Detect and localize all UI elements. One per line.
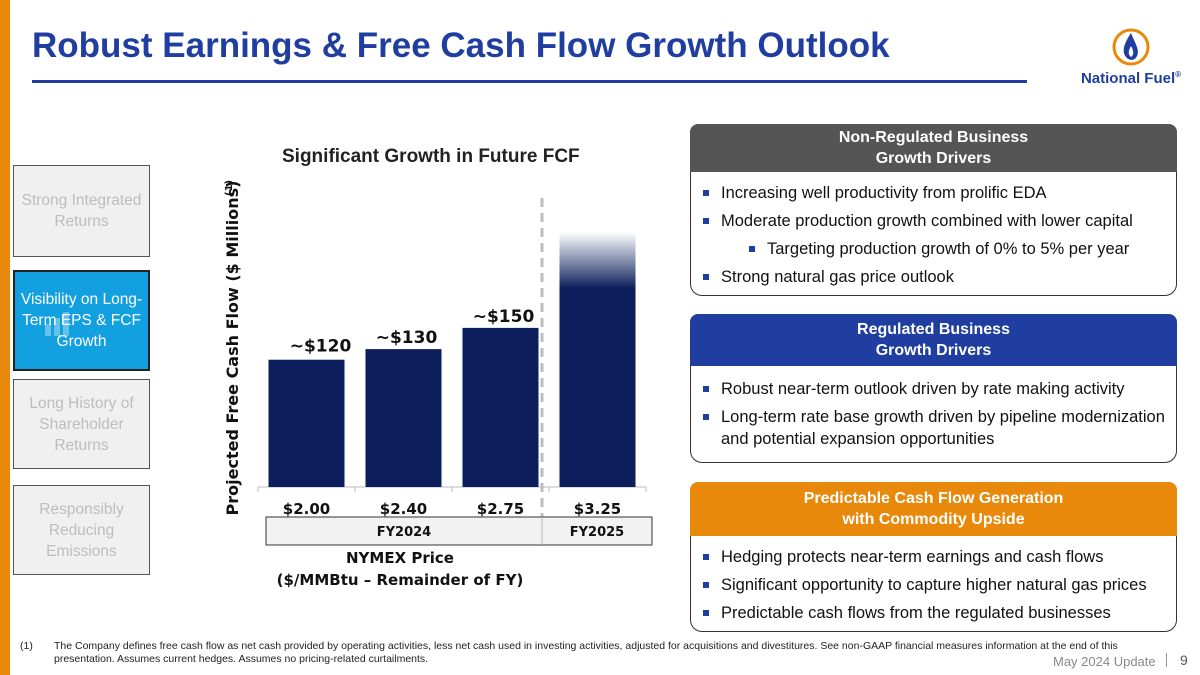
nav-label: Strong Integrated Returns (21, 192, 142, 230)
non-regulated-panel: Non-Regulated Business Growth Drivers In… (690, 124, 1177, 296)
page-number: 9 (1180, 652, 1188, 668)
x-tick-label: $2.00 (283, 500, 330, 518)
panel-title-line1: Predictable Cash Flow Generation (803, 490, 1064, 507)
x-tick-label: $2.75 (477, 500, 524, 518)
logo-text: National Fuel® (1080, 70, 1182, 87)
data-label: ~$130 (376, 328, 438, 348)
predictable-cash-flow-panel: Predictable Cash Flow Generation with Co… (690, 482, 1177, 632)
bullet-item: Increasing well productivity from prolif… (699, 182, 1166, 204)
nav-label: Responsibly Reducing Emissions (39, 500, 124, 560)
panel-header: Predictable Cash Flow Generation with Co… (690, 482, 1177, 536)
panel-header: Regulated Business Growth Drivers (690, 314, 1177, 366)
bar (365, 349, 442, 487)
bar (462, 327, 539, 487)
y-axis-title: Projected Free Cash Flow ($ Millions) (223, 181, 242, 516)
left-accent-bar (0, 0, 10, 675)
nav-shareholder-returns[interactable]: Long History of Shareholder Returns (13, 379, 150, 469)
sub-bullet-item: Targeting production growth of 0% to 5% … (745, 238, 1166, 260)
bullet-item: Strong natural gas price outlook (699, 266, 1166, 288)
fiscal-year-label: FY2025 (570, 525, 624, 540)
nav-reducing-emissions[interactable]: Responsibly Reducing Emissions (13, 485, 150, 575)
panel-body: Increasing well productivity from prolif… (690, 172, 1177, 296)
title-underline (32, 80, 1027, 83)
panel-title-line2: with Commodity Upside (842, 511, 1025, 528)
panel-header: Non-Regulated Business Growth Drivers (690, 124, 1177, 172)
x-axis-title-line2: ($/MMBtu – Remainder of FY) (277, 571, 524, 589)
y-axis-title-footnote-ref: (1) (224, 180, 235, 196)
regulated-panel: Regulated Business Growth Drivers Robust… (690, 314, 1177, 463)
footer-divider (1166, 653, 1167, 667)
bullet-item: Moderate production growth combined with… (699, 210, 1166, 232)
bullet-item: Long-term rate base growth driven by pip… (699, 406, 1166, 450)
bullet-item: Robust near-term outlook driven by rate … (699, 378, 1166, 400)
panel-title-line2: Growth Drivers (875, 150, 992, 167)
bar-chart-icon (45, 312, 69, 336)
x-axis-title-line1: NYMEX Price (346, 549, 454, 567)
panel-title-line2: Growth Drivers (875, 342, 992, 359)
slide-title: Robust Earnings & Free Cash Flow Growth … (32, 26, 890, 65)
panel-title-line1: Regulated Business (857, 321, 1010, 338)
nav-label: Long History of Shareholder Returns (29, 394, 134, 454)
fiscal-year-table (265, 516, 653, 546)
chart-title: Significant Growth in Future FCF (282, 146, 580, 167)
bar (559, 232, 636, 487)
bullet-item: Significant opportunity to capture highe… (699, 574, 1166, 596)
bar (268, 359, 345, 487)
bullet-item: Predictable cash flows from the regulate… (699, 602, 1166, 624)
footnote: (1) The Company defines free cash flow a… (20, 640, 1164, 666)
fiscal-year-label: FY2024 (377, 525, 431, 540)
x-tick-label: $2.40 (380, 500, 427, 518)
bullet-item: Hedging protects near-term earnings and … (699, 546, 1166, 568)
company-logo: National Fuel® (1072, 26, 1190, 94)
footnote-number: (1) (20, 640, 33, 652)
footer-update-label: May 2024 Update (1053, 654, 1156, 669)
panel-body: Robust near-term outlook driven by rate … (690, 366, 1177, 463)
nav-visibility-eps-fcf[interactable]: Visibility on Long-Term EPS & FCF Growth (13, 270, 150, 371)
nav-strong-integrated-returns[interactable]: Strong Integrated Returns (13, 165, 150, 257)
panel-title-line1: Non-Regulated Business (838, 129, 1029, 146)
fcf-bar-chart: ~$120 $2.00 ~$130 $2.40 ~$150 $2.75 $3.25 FY202… (223, 180, 653, 589)
data-label: ~$120 (290, 337, 352, 357)
nav-label: Visibility on Long-Term EPS & FCF Growth (20, 291, 143, 350)
flame-logo-icon (1112, 28, 1150, 66)
data-label: ~$150 (473, 307, 535, 327)
panel-body: Hedging protects near-term earnings and … (690, 536, 1177, 632)
x-tick-label: $3.25 (574, 500, 621, 518)
footnote-text: The Company defines free cash flow as ne… (54, 640, 1118, 665)
